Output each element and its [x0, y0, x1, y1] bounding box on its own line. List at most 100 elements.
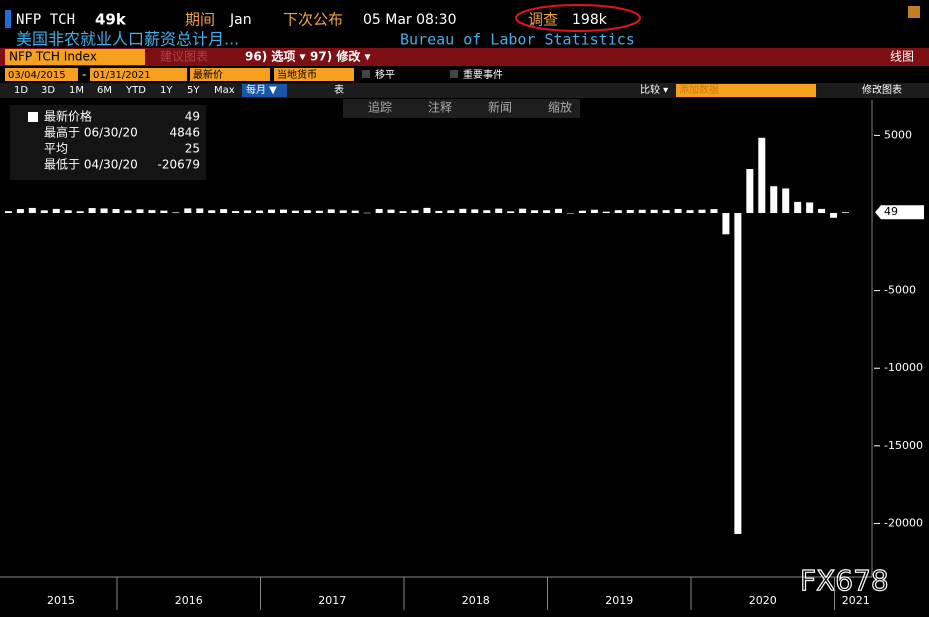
checkbox[interactable]	[362, 70, 370, 78]
bar	[806, 202, 814, 214]
bar	[818, 208, 826, 214]
range-button[interactable]: 3D	[41, 85, 55, 96]
start-box[interactable]	[5, 68, 78, 81]
bar	[363, 212, 371, 214]
bar	[184, 208, 192, 214]
currency-box[interactable]	[274, 68, 354, 81]
last-value-label: 49	[884, 205, 898, 218]
range-button[interactable]: Max	[214, 85, 235, 96]
next-release: 05 Mar 08:30	[363, 12, 456, 28]
chart-tool[interactable]: 追踪	[368, 100, 392, 115]
smooth[interactable]: 移平	[375, 68, 395, 81]
bar	[734, 213, 742, 534]
icon[interactable]	[908, 6, 920, 18]
end-date[interactable]: 01/31/2021	[93, 70, 151, 81]
range-button[interactable]: 5Y	[187, 85, 200, 96]
bar	[626, 209, 634, 214]
legend-label: 最高于 06/30/20	[44, 125, 138, 140]
x-tick-label: 2015	[47, 594, 75, 607]
range-button[interactable]: 1M	[69, 85, 84, 96]
next-label: 下次公布	[283, 11, 343, 29]
bar	[638, 209, 646, 214]
checkbox[interactable]	[450, 70, 458, 78]
bar	[256, 210, 264, 214]
bar	[327, 209, 335, 214]
security[interactable]: NFP TCH Index	[9, 50, 97, 64]
y-tick-label: 5000	[884, 128, 912, 141]
chart-kind[interactable]: 线图	[890, 50, 914, 64]
bar	[686, 210, 694, 214]
events[interactable]: 重要事件	[463, 68, 503, 81]
x-tick-label: 2018	[462, 594, 490, 607]
bar	[172, 212, 180, 214]
compare[interactable]: 比较 ▾	[640, 83, 668, 96]
x-tick-label: 2020	[749, 594, 777, 607]
bar	[590, 209, 598, 214]
bar	[196, 208, 204, 214]
bar	[315, 210, 323, 214]
bar	[291, 210, 299, 214]
suggest[interactable]: 建议图表	[160, 50, 208, 64]
bar	[100, 208, 108, 214]
frequency[interactable]: 每月 ▼	[246, 83, 277, 96]
currency[interactable]: 当地货币	[277, 68, 317, 81]
survey: 198k	[572, 12, 608, 28]
end-box[interactable]	[90, 68, 187, 81]
legend-value: 49	[185, 110, 200, 124]
modify-menu[interactable]: 97) 修改 ▾	[310, 49, 371, 64]
bar	[16, 209, 24, 214]
bar	[88, 208, 96, 214]
start-date[interactable]: 03/04/2015	[8, 70, 66, 81]
bar	[52, 208, 60, 214]
last-value-flag	[875, 205, 924, 220]
legend-value: 25	[185, 142, 200, 156]
bar	[399, 211, 407, 214]
legend-swatch	[28, 112, 38, 122]
range-button[interactable]: 1Y	[160, 85, 173, 96]
edit-chart[interactable]: 修改图表	[862, 83, 902, 96]
bar	[375, 208, 383, 214]
bar	[136, 209, 144, 214]
range-button[interactable]: 6M	[97, 85, 112, 96]
legend-label: 最低于 04/30/20	[44, 158, 138, 172]
table-button[interactable]: 表	[334, 83, 344, 96]
chart-tool[interactable]: 新闻	[488, 100, 512, 115]
bar	[650, 209, 658, 214]
y-tick-label: -10000	[884, 361, 923, 374]
chart-tool[interactable]: 注释	[428, 100, 452, 115]
range-button[interactable]: YTD	[125, 85, 146, 96]
bar	[710, 209, 718, 214]
x-tick-label: 2019	[605, 594, 633, 607]
period-label: 期间	[185, 11, 215, 29]
bar	[279, 209, 287, 214]
price-field[interactable]: 最新价	[193, 68, 223, 81]
bar	[76, 211, 84, 214]
legend-label: 最新价格	[44, 109, 92, 124]
add-data-box[interactable]	[676, 84, 816, 97]
bar	[698, 209, 706, 214]
add-data[interactable]: 添加数据	[679, 83, 719, 96]
price-box[interactable]	[190, 68, 270, 81]
chart-tool[interactable]: 缩放	[548, 100, 572, 115]
bar	[303, 210, 311, 214]
x-tick-label: 2021	[842, 594, 870, 607]
bar	[758, 137, 766, 214]
bar	[447, 210, 455, 214]
bar	[662, 210, 670, 214]
security-box[interactable]	[5, 49, 145, 65]
bar	[602, 211, 610, 214]
period: Jan	[229, 12, 252, 28]
options-menu[interactable]: 96) 选项 ▾	[245, 49, 306, 64]
range-button[interactable]: 1D	[14, 85, 28, 96]
freq-box[interactable]	[242, 84, 287, 97]
bar	[208, 210, 216, 214]
bar	[28, 207, 36, 214]
bar	[220, 209, 228, 214]
ticker: NFP TCH	[16, 12, 75, 28]
y-tick-label: -20000	[884, 516, 923, 529]
dash: -	[82, 68, 86, 82]
bar	[4, 211, 12, 214]
bar	[387, 209, 395, 214]
